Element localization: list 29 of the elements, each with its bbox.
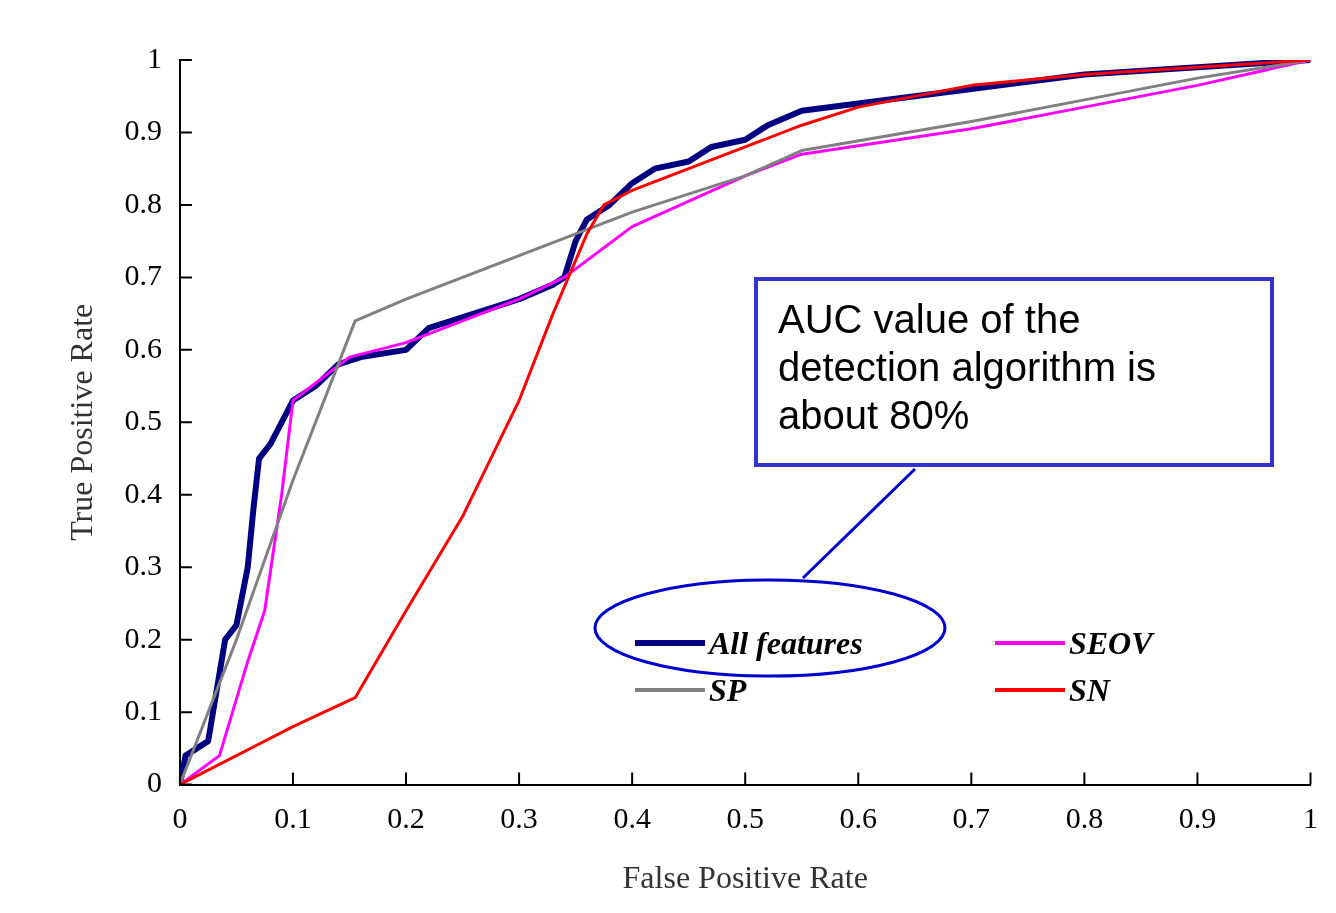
x-tick-label: 0.7	[952, 801, 991, 835]
x-tick-label: 0.9	[1178, 801, 1217, 835]
x-tick-label: 0.5	[726, 801, 764, 835]
x-tick-label: 0.2	[387, 801, 425, 835]
x-tick-label: 0.6	[839, 801, 878, 835]
legend-label: SEOV	[1068, 624, 1153, 662]
y-tick-label: 0.1	[124, 693, 162, 727]
annotation: AUC value of the detection algorithm is about 80%	[754, 277, 1274, 467]
legend-label: SP	[708, 671, 747, 709]
y-tick-label: 0.3	[124, 548, 162, 582]
x-tick-label: 1	[1303, 801, 1318, 835]
x-axis-title: False Positive Rate	[622, 859, 868, 896]
y-tick-label: 0.8	[124, 185, 162, 219]
x-tick-label: 0.3	[500, 801, 538, 835]
legend-label: All features	[708, 624, 863, 662]
y-axis-title: True Positive Rate	[62, 303, 99, 541]
y-tick-label: 1	[146, 40, 162, 74]
y-tick-label: 0.7	[124, 258, 162, 292]
legend-label: SN	[1068, 671, 1110, 709]
y-tick-label: 0	[146, 765, 162, 799]
y-tick-label: 0.4	[124, 475, 162, 509]
x-tick-label: 0.4	[613, 801, 651, 835]
y-tick-label: 0.2	[124, 620, 162, 654]
x-tick-label: 0.8	[1065, 801, 1104, 835]
y-tick-label: 0.9	[124, 113, 162, 147]
x-tick-label: 0.1	[274, 801, 312, 835]
y-tick-label: 0.5	[124, 403, 162, 437]
x-tick-label: 0	[172, 801, 188, 835]
y-tick-label: 0.6	[124, 330, 162, 364]
